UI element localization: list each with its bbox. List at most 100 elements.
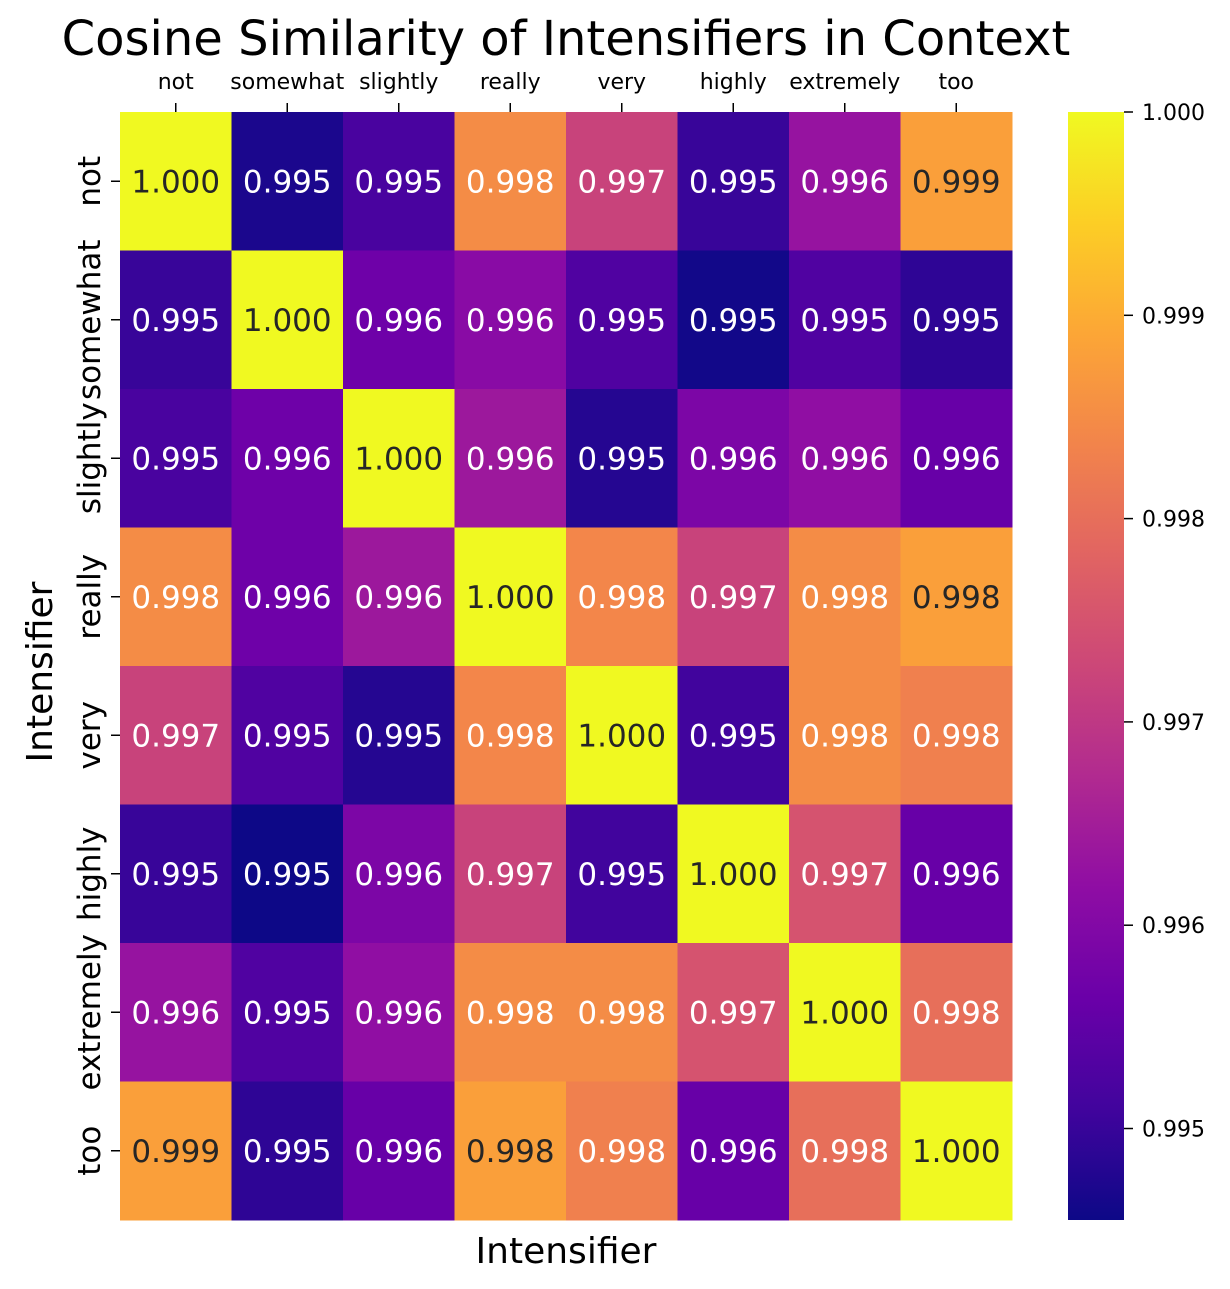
cell-value-label: 0.995 [243, 164, 332, 200]
cell-value-label: 0.995 [354, 718, 443, 754]
cell-value-label: 0.995 [577, 441, 666, 477]
x-tick-label: too [938, 70, 974, 95]
cell-value-label: 0.995 [689, 303, 778, 339]
cell-value-label: 0.995 [243, 1134, 332, 1170]
cell-value-label: 0.995 [243, 995, 332, 1031]
heatmap-cell [120, 527, 232, 667]
cell-value-label: 0.998 [912, 580, 1001, 616]
heatmap-cell [677, 804, 790, 944]
heatmap-cell [120, 943, 232, 1082]
heatmap-cell [677, 943, 790, 1082]
colorbar-tick-label: 1.000 [1142, 101, 1205, 126]
x-tick-label: slightly [359, 70, 438, 95]
chart-title: Cosine Similarity of Intensifiers in Con… [61, 11, 1071, 67]
cell-value-label: 0.998 [466, 164, 555, 200]
heatmap-cell [231, 943, 344, 1082]
heatmap-cell [566, 112, 678, 251]
cell-value-label: 0.998 [577, 995, 666, 1031]
cell-value-label: 1.000 [131, 164, 220, 200]
cell-value-label: 0.999 [131, 1134, 220, 1170]
heatmap-cell [677, 1081, 790, 1221]
heatmap-cell [566, 804, 678, 944]
heatmap-cell [454, 389, 567, 528]
colorbar-tick-label: 0.995 [1142, 1118, 1205, 1143]
heatmap-cell [120, 389, 232, 528]
x-tick-label: really [480, 70, 541, 95]
colorbar-ticks: 0.995 0.996 0.997 0.998 0.999 1.000 [1124, 101, 1205, 1143]
heatmap-cell [343, 943, 455, 1082]
y-tick-label: highly [72, 826, 108, 921]
cell-value-label: 0.998 [466, 1134, 555, 1170]
colorbar: 0.995 0.996 0.997 0.998 0.999 1.000 [1068, 101, 1205, 1220]
cell-value-label: 0.997 [577, 164, 666, 200]
cell-value-label: 1.000 [912, 1134, 1001, 1170]
colorbar-tick-label: 0.998 [1142, 508, 1205, 533]
heatmap-cell [789, 389, 901, 528]
cell-value-label: 0.998 [912, 718, 1001, 754]
colorbar-tick-label: 0.997 [1142, 711, 1205, 736]
heatmap-cell [454, 804, 567, 944]
y-tick-label: not [72, 156, 108, 207]
cell-value-label: 1.000 [689, 857, 778, 893]
x-tick-label: very [597, 70, 646, 95]
cell-value-label: 0.995 [243, 857, 332, 893]
heatmap-cell [231, 112, 344, 251]
heatmap-cell [120, 250, 232, 390]
y-tick-label: somewhat [72, 239, 108, 400]
cell-value-label: 1.000 [243, 303, 332, 339]
heatmap-cell [120, 112, 232, 251]
colorbar-tick-label: 0.999 [1142, 304, 1205, 329]
cell-value-label: 0.998 [800, 1134, 889, 1170]
heatmap-cell [900, 666, 1013, 805]
x-axis-label: Intensifier [476, 1231, 657, 1272]
heatmap-cell [231, 1081, 344, 1221]
y-axis-label: Intensifier [20, 581, 61, 762]
cell-value-label: 0.995 [131, 857, 220, 893]
heatmap-cell [231, 250, 344, 390]
cell-value-label: 0.998 [577, 1134, 666, 1170]
heatmap-cell [789, 1081, 901, 1221]
heatmap-cell [677, 666, 790, 805]
cell-value-label: 0.995 [577, 303, 666, 339]
heatmap-cell [566, 527, 678, 667]
cell-value-label: 0.997 [131, 718, 220, 754]
heatmap-cell [677, 527, 790, 667]
heatmap-cell [343, 666, 455, 805]
cell-value-label: 1.000 [466, 580, 555, 616]
heatmap-cell [120, 804, 232, 944]
heatmap-cell [343, 250, 455, 390]
cell-value-label: 0.996 [354, 303, 443, 339]
heatmap-cell [900, 943, 1013, 1082]
cell-value-label: 0.997 [689, 995, 778, 1031]
cell-value-label: 0.996 [243, 580, 332, 616]
cell-value-label: 0.996 [800, 164, 889, 200]
cell-value-label: 0.995 [354, 164, 443, 200]
heatmap-cell [343, 1081, 455, 1221]
x-axis-ticks: not somewhat slightly really very highly extre… [158, 70, 974, 112]
heatmap-cell [789, 943, 901, 1082]
cell-value-label: 0.996 [689, 441, 778, 477]
colorbar-gradient [1068, 112, 1124, 1220]
heatmap-cell [343, 804, 455, 944]
y-tick-label: slightly [72, 402, 108, 514]
cell-value-label: 0.995 [131, 303, 220, 339]
heatmap-cell [231, 666, 344, 805]
heatmap-cell [454, 666, 567, 805]
cell-value-label: 0.995 [243, 718, 332, 754]
heatmap-cell [789, 666, 901, 805]
cell-value-label: 0.996 [912, 441, 1001, 477]
cell-value-label: 0.998 [577, 580, 666, 616]
colorbar-tick-label: 0.996 [1142, 914, 1205, 939]
cell-value-label: 0.998 [800, 718, 889, 754]
x-tick-label: extremely [789, 70, 900, 95]
heatmap-cell [900, 389, 1013, 528]
heatmap-cell [566, 943, 678, 1082]
cell-value-label: 0.996 [354, 580, 443, 616]
cell-value-label: 0.996 [354, 995, 443, 1031]
y-tick-label: too [72, 1126, 108, 1176]
heatmap-cell [454, 250, 567, 390]
heatmap-cell [566, 250, 678, 390]
cell-value-label: 0.997 [466, 857, 555, 893]
